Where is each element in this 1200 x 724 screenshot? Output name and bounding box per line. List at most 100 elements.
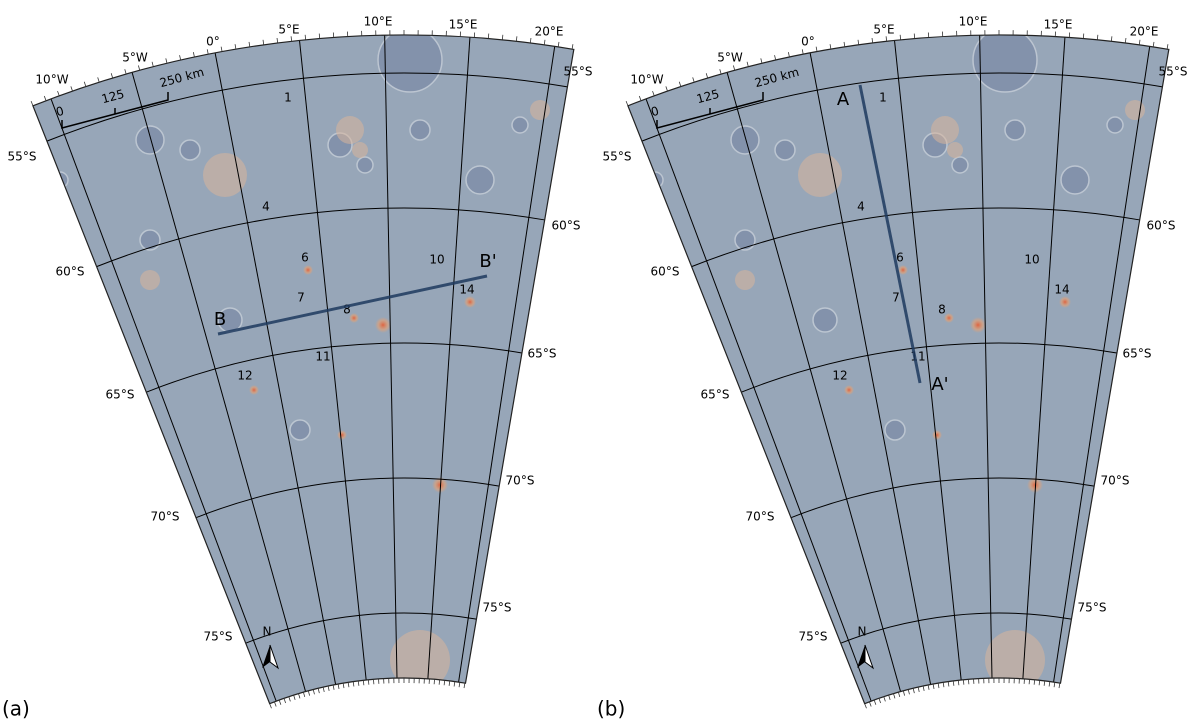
frame-tick [884,697,886,702]
feature-label: 1 [284,91,292,105]
frame-tick [274,702,276,707]
highland [931,116,959,144]
highland [1125,100,1145,120]
crater [775,140,795,160]
latitude-label: 60°S [1147,219,1176,233]
longitude-label: 5°E [278,23,299,37]
feature-label: 11 [315,350,330,364]
frame-tick [303,692,304,697]
latitude-label: 65°S [1123,347,1152,361]
map-body [0,0,600,724]
latitude-label: 60°S [552,219,581,233]
frame-tick [928,685,929,690]
frame-tick [816,47,817,52]
north-label: N [858,625,867,639]
frame-tick [933,684,934,689]
latitude-label: 65°S [106,388,135,402]
longitude-label: 20°E [1130,25,1159,39]
frame-tick [879,698,881,703]
frame-tick [666,86,668,91]
crater [813,308,837,332]
crater [180,140,200,160]
frame-tick [249,42,250,47]
frame-tick [71,86,73,91]
frame-tick [953,681,954,686]
feature-label: 12 [832,369,847,383]
frame-tick [284,698,286,703]
frame-tick [98,77,100,82]
frame-tick [1111,36,1112,41]
feature-label: 14 [1054,283,1069,297]
highland [530,100,550,120]
frame-tick [558,42,559,47]
frame-tick [152,62,153,67]
hot-spot [249,385,259,395]
longitude-label: 5°E [873,23,894,37]
latitude-label: 65°S [701,388,730,402]
frame-tick [639,96,641,101]
crater [140,230,160,250]
frame-tick [788,52,789,57]
frame-tick [111,73,112,78]
longitude-label: 10°E [959,15,988,29]
profile-label: A' [931,374,948,395]
panel-label: (a) [2,697,30,721]
crater [952,157,968,173]
frame-tick [58,91,60,96]
crater [378,28,442,92]
frame-tick [263,40,264,45]
frame-tick [221,47,222,52]
frame-tick [761,58,762,63]
crater [731,126,759,154]
frame-tick [193,52,194,57]
frame-tick [693,77,695,82]
frame-tick [299,694,300,699]
longitude-label: 0° [801,35,815,49]
frame-tick [679,82,681,87]
frame-tick [289,697,291,702]
frame-tick [948,682,949,687]
frame-tick [1153,42,1154,47]
feature-label: 10 [1024,253,1039,267]
longitude-label: 20°E [535,25,564,39]
frame-tick [733,65,734,70]
hot-spot [375,317,391,333]
frame-tick [363,680,364,685]
frame-tick [464,683,465,688]
highland [352,142,368,158]
crater [466,166,494,194]
crater [512,117,528,133]
latitude-label: 75°S [1078,601,1107,615]
latitude-label: 70°S [746,510,775,524]
frame-tick [348,682,349,687]
frame-tick [444,680,445,685]
latitude-label: 75°S [204,630,233,644]
frame-tick [775,55,776,60]
map-background [0,0,600,724]
latitude-label: 55°S [564,65,593,79]
hot-spot [464,296,476,308]
frame-tick [44,96,46,101]
frame-tick [1054,682,1055,687]
feature-label: 1 [879,91,887,105]
frame-tick [516,36,517,41]
latitude-label: 75°S [483,601,512,615]
latitude-label: 70°S [506,474,535,488]
hot-spot [898,265,908,275]
latitude-label: 55°S [603,150,632,164]
frame-tick [874,700,876,705]
latitude-label: 60°S [651,265,680,279]
frame-tick [125,69,126,74]
crater [290,420,310,440]
figure: 10°W5°W0°5°E10°E15°E20°E55°S60°S65°S70°S… [0,0,1200,724]
frame-tick [313,689,314,694]
longitude-label: 10°E [364,15,393,29]
frame-tick [889,695,891,700]
frame-tick [279,700,281,705]
profile-label: B [214,309,226,330]
frame-tick [802,49,803,54]
frame-tick [338,684,339,689]
hot-spot [932,430,942,440]
frame-tick [180,55,181,60]
crater [1061,166,1089,194]
